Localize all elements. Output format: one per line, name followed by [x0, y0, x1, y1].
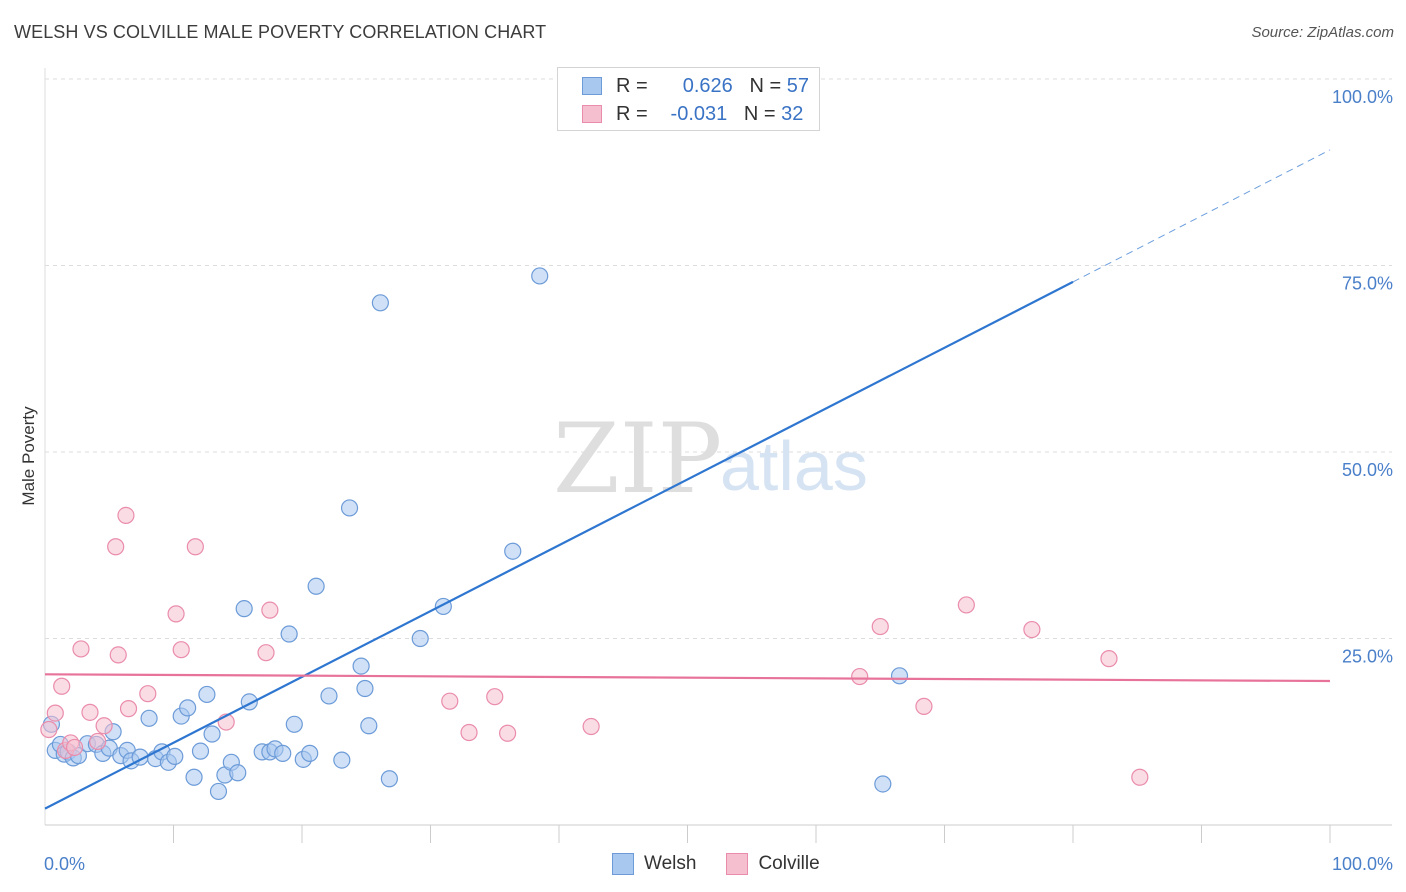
- trend-line-welsh-extension: [1072, 149, 1331, 283]
- trend-line-welsh: [44, 280, 1074, 810]
- data-point-colville: [72, 640, 90, 658]
- y-tick-label: 100.0%: [1332, 87, 1393, 107]
- data-point-colville: [499, 724, 517, 742]
- data-point-welsh: [185, 768, 203, 786]
- data-point-welsh: [531, 267, 549, 285]
- data-point-welsh: [371, 294, 389, 312]
- data-point-colville: [95, 717, 113, 735]
- source-label: Source: ZipAtlas.com: [1251, 24, 1394, 41]
- grid-lines: [45, 78, 1392, 639]
- data-point-colville: [915, 697, 933, 715]
- data-point-welsh: [229, 764, 247, 782]
- data-point-colville: [65, 738, 84, 757]
- data-point-welsh: [356, 679, 374, 698]
- bottom-legend-swatch-welsh: [612, 853, 634, 875]
- bottom-legend-swatch-colville: [726, 853, 749, 875]
- data-point-colville: [1100, 650, 1118, 668]
- bottom-legend-label-welsh: Welsh: [644, 853, 697, 874]
- x-tick-label-min: 0.0%: [44, 854, 85, 874]
- y-tick-label: 25.0%: [1342, 647, 1393, 667]
- legend-r-value: -0.031: [670, 102, 728, 125]
- data-point-colville: [441, 692, 459, 710]
- data-point-welsh: [320, 687, 338, 705]
- legend-swatch-colville: [582, 105, 602, 123]
- legend-swatch-welsh: [582, 77, 602, 95]
- legend-r-label: R =: [616, 74, 648, 97]
- data-point-colville: [40, 720, 58, 739]
- legend-n-value: 32: [781, 102, 804, 125]
- x-tick-label-max: 100.0%: [1332, 854, 1393, 874]
- watermark-atlas: atlas: [720, 427, 868, 505]
- data-point-welsh: [140, 709, 158, 727]
- legend-r-label: R =: [616, 102, 648, 125]
- data-point-colville: [46, 704, 64, 722]
- data-point-colville: [107, 538, 125, 556]
- legend-row-welsh: R = 0.626 N = 57: [582, 73, 809, 99]
- data-point-colville: [81, 703, 99, 721]
- watermark-zip: ZIP: [553, 403, 722, 515]
- data-point-welsh: [301, 744, 319, 762]
- data-point-welsh: [235, 600, 253, 618]
- data-point-colville: [109, 646, 127, 664]
- y-axis-label: Male Poverty: [19, 406, 38, 506]
- bottom-legend-colville: Colville: [726, 853, 820, 875]
- legend-n-label: N =: [743, 102, 776, 125]
- legend: R = 0.626 N = 57 R = -0.031 N = 32: [557, 67, 820, 131]
- data-point-welsh: [179, 699, 197, 717]
- data-point-welsh: [198, 685, 216, 704]
- data-point-colville: [53, 677, 71, 695]
- data-point-colville: [851, 667, 869, 686]
- data-point-colville: [1023, 620, 1041, 639]
- data-point-welsh: [280, 625, 298, 643]
- data-point-welsh: [203, 725, 221, 743]
- data-point-welsh: [191, 742, 210, 760]
- data-point-welsh: [380, 770, 398, 788]
- trend-line-colville: [44, 673, 1331, 683]
- data-point-welsh: [352, 657, 370, 675]
- data-point-welsh: [874, 775, 892, 793]
- data-point-welsh: [340, 499, 359, 517]
- y-tick-labels: 25.0% 50.0% 75.0% 100.0%: [1332, 87, 1393, 667]
- legend-r-value: 0.626: [682, 74, 733, 97]
- data-point-colville: [582, 717, 600, 736]
- data-point-welsh: [209, 782, 228, 801]
- data-point-welsh: [411, 629, 429, 648]
- chart-title: WELSH VS COLVILLE MALE POVERTY CORRELATI…: [14, 22, 547, 42]
- data-point-colville: [261, 601, 279, 619]
- bottom-legend-label-colville: Colville: [758, 853, 820, 874]
- data-point-colville: [460, 723, 478, 742]
- data-point-colville: [957, 596, 975, 614]
- data-point-colville: [257, 644, 275, 662]
- legend-n-value: 57: [786, 74, 809, 97]
- data-point-colville: [139, 685, 157, 703]
- bottom-legend: Welsh Colville: [612, 850, 850, 878]
- data-point-welsh: [307, 577, 325, 595]
- y-tick-label: 75.0%: [1342, 274, 1393, 294]
- data-point-colville: [172, 641, 190, 659]
- data-point-colville: [89, 732, 107, 751]
- data-point-colville: [167, 605, 185, 623]
- data-point-welsh: [274, 744, 292, 762]
- data-points: [40, 70, 1149, 801]
- data-point-colville: [119, 700, 138, 718]
- data-point-welsh: [285, 715, 303, 733]
- axes: [44, 68, 1392, 843]
- data-point-colville: [1131, 768, 1149, 786]
- data-point-colville: [871, 617, 889, 636]
- trend-lines: [44, 149, 1331, 810]
- data-point-colville: [117, 506, 135, 525]
- data-point-welsh: [890, 667, 909, 685]
- data-point-welsh: [504, 542, 522, 560]
- data-point-colville: [486, 688, 504, 706]
- data-point-welsh: [333, 751, 351, 769]
- legend-n-label: N =: [749, 74, 782, 97]
- y-tick-label: 50.0%: [1342, 460, 1393, 480]
- data-point-welsh: [166, 747, 184, 765]
- bottom-legend-welsh: Welsh: [612, 853, 696, 875]
- data-point-colville: [186, 538, 204, 556]
- legend-row-colville: R = -0.031 N = 32: [582, 101, 803, 127]
- data-point-welsh: [360, 717, 378, 735]
